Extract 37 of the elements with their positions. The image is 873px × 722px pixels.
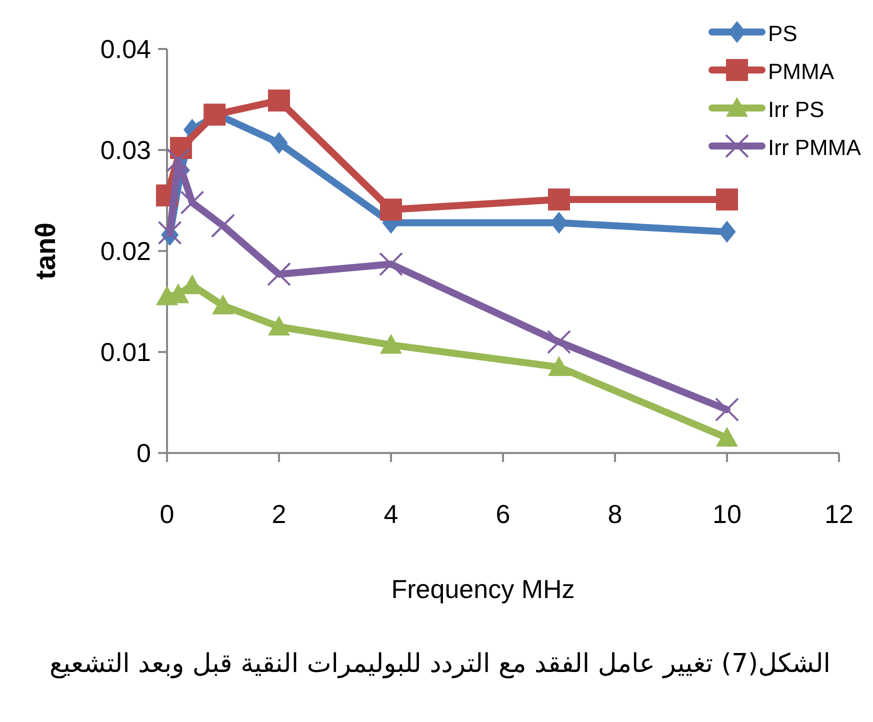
y-tick-label: 0 <box>136 438 151 468</box>
point <box>380 198 402 221</box>
point <box>715 398 739 422</box>
point <box>158 220 182 245</box>
point <box>268 316 290 336</box>
x-tick-label: 4 <box>384 499 398 529</box>
point <box>716 426 738 447</box>
legend-label: PS <box>768 21 798 46</box>
x-tick-label: 8 <box>608 499 622 529</box>
legend-label: Irr PMMA <box>768 135 862 160</box>
point <box>212 294 234 314</box>
x-tick-label: 0 <box>160 499 174 529</box>
y-tick-label: 0.03 <box>100 135 151 165</box>
point <box>267 262 291 286</box>
point <box>270 132 288 154</box>
legend-label: Irr PS <box>768 97 824 122</box>
y-tick-label: 0.01 <box>100 337 151 367</box>
y-axis-title: tanθ <box>30 222 61 280</box>
point <box>211 214 235 238</box>
text: الشكل(7) تغيير عامل الفقد مع التردد للبوليمرات النقية قبل وبعد التشعيع <box>49 649 831 679</box>
point <box>380 334 402 354</box>
x-tick-label: 12 <box>824 499 854 529</box>
point <box>548 188 570 210</box>
x-axis-title: Frequency MHz <box>391 574 575 604</box>
point <box>547 330 571 354</box>
point <box>204 104 226 126</box>
legend-label: PMMA <box>768 59 834 84</box>
point <box>268 90 290 112</box>
y-tick-label: 0.02 <box>100 236 151 266</box>
point <box>180 190 204 215</box>
point <box>379 252 403 276</box>
x-tick-label: 2 <box>272 499 286 529</box>
x-tick-label: 10 <box>712 499 742 529</box>
x-tick-label: 6 <box>496 499 510 529</box>
point <box>716 188 738 210</box>
point <box>548 356 570 376</box>
y-tick-label: 0.04 <box>100 34 151 64</box>
